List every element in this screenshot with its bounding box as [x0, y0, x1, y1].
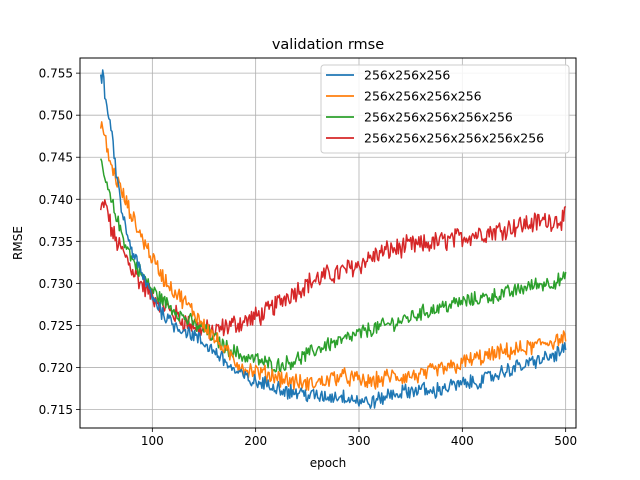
legend-entry: 256x256x256x256x256x256 [364, 131, 544, 146]
y-tick-label: 0.740 [39, 193, 73, 207]
legend: 256x256x256 256x256x256x256 256x256x256x25… [320, 64, 570, 154]
x-tick-label: 400 [451, 434, 474, 448]
axis-ticks: 100 200 300 400 500 0.715 0.720 0.725 0.730 0.735… [39, 67, 577, 448]
series-lines [99, 69, 567, 409]
y-tick-label: 0.720 [39, 361, 73, 375]
legend-entry: 256x256x256x256 [364, 89, 482, 104]
x-tick-label: 100 [141, 434, 164, 448]
series-line-3 [99, 158, 567, 374]
y-tick-label: 0.745 [39, 151, 73, 165]
series-line-1 [99, 69, 567, 409]
y-tick-label: 0.735 [39, 235, 73, 249]
series-line-2 [99, 121, 567, 391]
y-tick-label: 0.715 [39, 403, 73, 417]
x-tick-label: 200 [244, 434, 267, 448]
y-axis-label: RMSE [11, 226, 25, 260]
chart-title: validation rmse [272, 37, 384, 53]
legend-entry: 256x256x256x256x256 [364, 110, 513, 125]
x-tick-label: 300 [348, 434, 371, 448]
y-tick-label: 0.750 [39, 109, 73, 123]
x-axis-label: epoch [310, 456, 347, 470]
y-tick-label: 0.755 [39, 67, 73, 81]
y-tick-label: 0.730 [39, 277, 73, 291]
x-tick-label: 500 [554, 434, 577, 448]
legend-entry: 256x256x256 [364, 68, 450, 83]
plot-frame [79, 57, 577, 429]
y-tick-label: 0.725 [39, 319, 73, 333]
series-line-4 [99, 199, 567, 341]
legend-box [320, 64, 570, 154]
